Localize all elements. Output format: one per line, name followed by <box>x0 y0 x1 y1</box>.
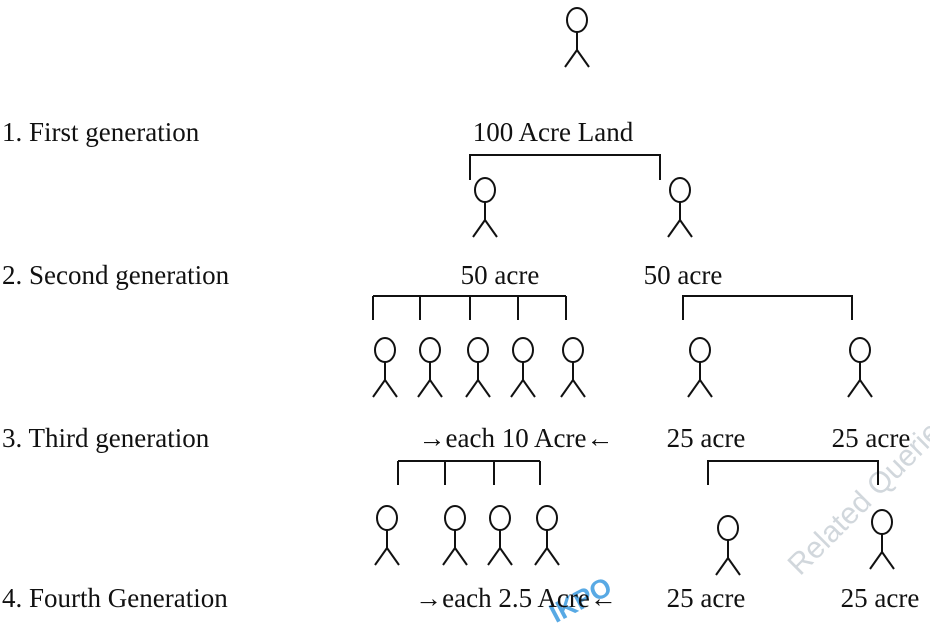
brackets <box>372 154 879 485</box>
generation-label: 1. First generation <box>2 117 200 147</box>
generation-label: 3. Third generation <box>2 423 210 453</box>
generation-label: 2. Second generation <box>2 260 230 290</box>
land-label: 50 acre <box>461 260 540 290</box>
land-label: 100 Acre Land <box>473 117 634 147</box>
land-label: 50 acre <box>644 260 723 290</box>
land-label: 25 acre <box>841 583 920 613</box>
land-label: 25 acre <box>832 423 911 453</box>
land-label: 25 acre <box>667 423 746 453</box>
land-label: →each 2.5 Acre← <box>415 583 617 613</box>
generation-label: 4. Fourth Generation <box>2 583 228 613</box>
land-label: 25 acre <box>667 583 746 613</box>
land-label: →each 10 Acre← <box>419 423 614 453</box>
persons <box>372 7 895 576</box>
